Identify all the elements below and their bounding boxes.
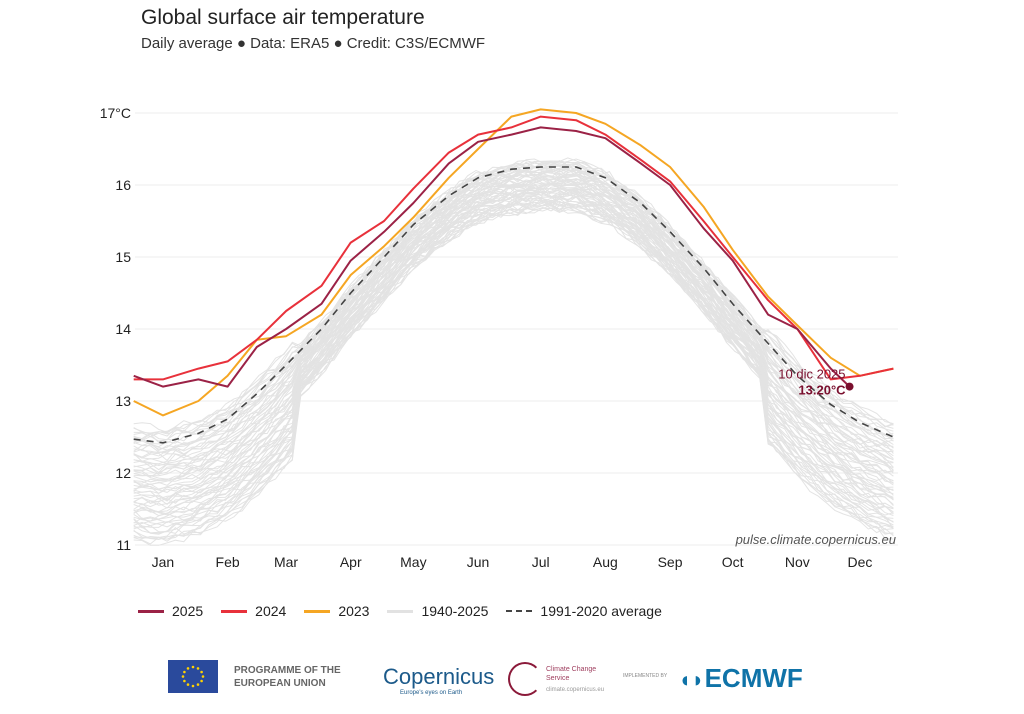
x-tick-label: Jan	[152, 554, 175, 570]
series-line-historical	[133, 165, 894, 451]
source-url: pulse.climate.copernicus.eu	[735, 532, 896, 547]
x-tick-label: Dec	[848, 554, 873, 570]
series-line-2025	[133, 126, 851, 388]
series-line-historical	[133, 182, 894, 490]
legend-item-2024[interactable]: 2024	[221, 603, 286, 619]
ecmwf-text: ECMWF	[704, 663, 803, 693]
series-line-historical	[133, 157, 894, 433]
annotation-date: 10 dic 2025	[778, 367, 845, 382]
series-line-historical	[133, 173, 894, 471]
legend-item-1940-2025[interactable]: 1940-2025	[387, 603, 488, 619]
x-tick-label: Sep	[658, 554, 683, 570]
legend-label: 2025	[172, 603, 204, 619]
legend-swatch	[221, 609, 248, 613]
x-tick-label: Aug	[593, 554, 618, 570]
series-line-historical	[133, 163, 894, 450]
series-line-historical	[133, 160, 894, 441]
legend-swatch	[138, 609, 164, 613]
legend: 2025 2024 2023 1940-2025 1991-2020 avera…	[138, 603, 662, 619]
y-tick-label: 15	[115, 249, 131, 265]
y-tick-label: 17°C	[100, 105, 131, 121]
legend-label: 1940-2025	[421, 603, 489, 619]
series-line-2024	[133, 115, 894, 381]
c3s-url: climate.copernicus.eu	[546, 687, 605, 693]
series-line-historical	[133, 171, 894, 465]
legend-swatch	[506, 610, 533, 612]
series-line-historical	[133, 193, 894, 516]
x-tick-label: Mar	[274, 554, 298, 570]
y-tick-label: 16	[115, 177, 131, 193]
legend-label: 2024	[255, 603, 287, 619]
copernicus-tagline: Europe's eyes on Earth	[400, 690, 463, 696]
last-point-marker	[845, 382, 854, 391]
eu-programme-text: PROGRAMME OF THE EUROPEAN UNION	[234, 665, 341, 689]
series-line-historical	[133, 168, 894, 458]
legend-label: 2023	[338, 603, 370, 619]
temperature-chart: 11 12 13 14 15 16 17°C Jan Feb Mar Apr May Jun Jul Aug…	[100, 105, 898, 570]
x-tick-label: May	[400, 554, 426, 570]
series-line-historical	[133, 160, 894, 438]
y-tick-label: 14	[115, 321, 131, 337]
series-line-historical	[133, 199, 894, 528]
x-tick-label: Oct	[722, 554, 744, 570]
ecmwf-logo: ◖◗ECMWF	[678, 663, 803, 693]
legend-item-2023[interactable]: 2023	[304, 603, 369, 619]
legend-label: 1991-2020 average	[540, 603, 662, 619]
x-tick-label: Feb	[216, 554, 240, 570]
x-tick-label: Nov	[785, 554, 810, 570]
y-tick-label: 12	[115, 465, 131, 481]
copernicus-logo: Copernicus	[383, 664, 495, 689]
c3s-text: Climate Change Service	[546, 666, 597, 682]
series-line-historical	[133, 197, 894, 528]
legend-item-2025[interactable]: 2025	[138, 603, 203, 619]
x-tick-label: Apr	[340, 554, 362, 570]
series-line-average	[133, 166, 894, 444]
c3s-logo-icon	[508, 662, 542, 696]
legend-swatch	[387, 609, 414, 613]
copernicus-text: opernicus	[398, 664, 495, 689]
footer-logos: PROGRAMME OF THE EUROPEAN UNION Copernic…	[168, 660, 828, 696]
chart-subtitle: Daily average ● Data: ERA5 ● Credit: C3S…	[141, 35, 486, 52]
legend-swatch	[304, 609, 331, 613]
y-tick-label: 11	[116, 537, 131, 553]
annotation-value: 13.20°C	[798, 383, 846, 398]
x-tick-label: Jun	[467, 554, 490, 570]
series-line-historical	[133, 178, 894, 480]
legend-item-average[interactable]: 1991-2020 average	[506, 603, 662, 619]
implemented-by-text: IMPLEMENTED BY	[623, 673, 668, 679]
series-line-historical	[133, 199, 894, 529]
series-line-historical	[133, 183, 894, 493]
series-line-historical	[133, 169, 894, 464]
x-tick-label: Jul	[532, 554, 550, 570]
chart-title: Global surface air temperature	[141, 6, 425, 29]
y-tick-label: 13	[115, 393, 131, 409]
series-line-historical	[133, 187, 894, 503]
eu-flag-logo	[168, 660, 218, 693]
